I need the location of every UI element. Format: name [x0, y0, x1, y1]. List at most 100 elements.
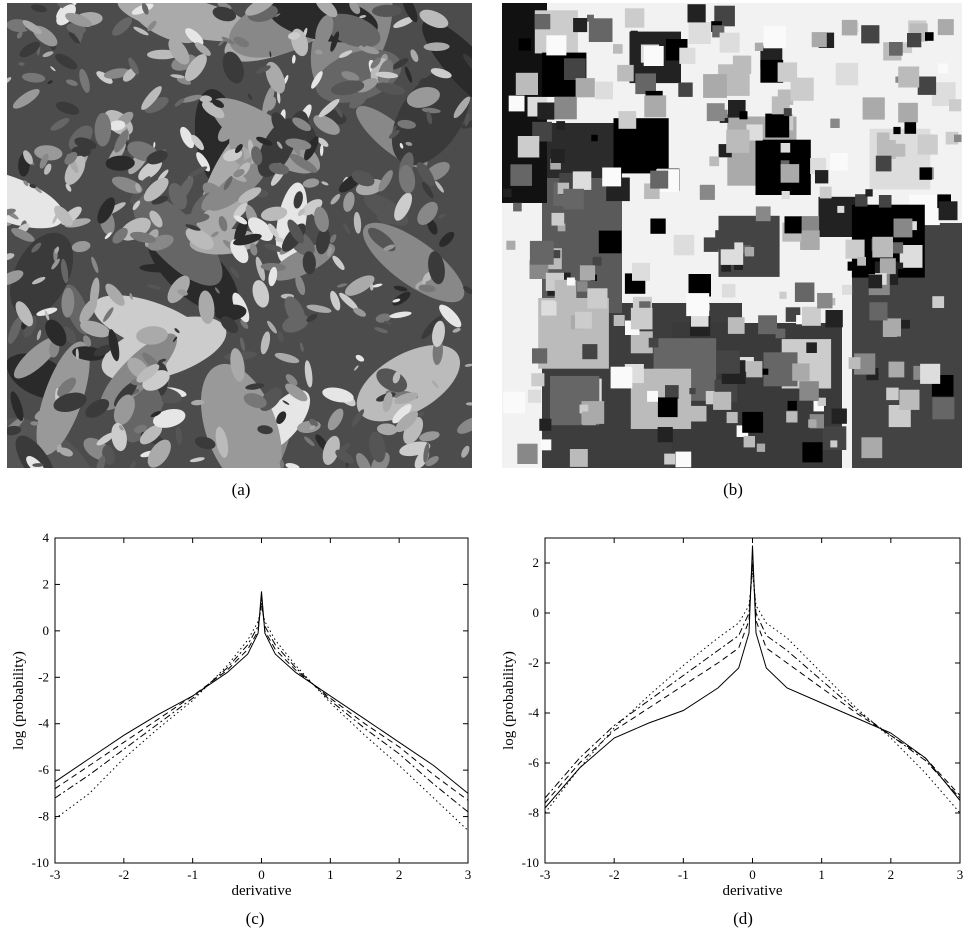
y-axis-label: log (probability) [501, 651, 517, 750]
leaf-shape [282, 400, 290, 405]
leaf-shape [370, 57, 381, 69]
square-shape [564, 58, 586, 80]
leaf-shape [79, 68, 90, 93]
square-shape [726, 412, 738, 424]
y-tick-label: -2 [528, 655, 539, 670]
leaf-shape [23, 150, 33, 165]
square-shape [847, 261, 857, 271]
leaf-shape [256, 65, 271, 74]
square-shape [527, 389, 542, 403]
square-shape [513, 202, 522, 212]
square-shape [917, 134, 938, 155]
x-tick-label: -2 [118, 867, 129, 882]
square-shape [539, 418, 552, 431]
square-shape [508, 95, 525, 112]
leaf-shape [221, 36, 235, 45]
leaf-shape [401, 3, 418, 23]
square-shape [920, 363, 941, 384]
leaf-shape [336, 283, 348, 288]
square-shape [721, 262, 731, 272]
square-shape [630, 307, 653, 330]
square-shape [575, 311, 592, 329]
leaf-shape [268, 266, 278, 287]
leaf-shape [427, 218, 438, 235]
leaf-shape [344, 275, 375, 296]
square-shape [848, 357, 861, 369]
leaf-shape [295, 274, 306, 296]
leaf-shape [395, 411, 419, 433]
leaf-shape [147, 20, 157, 32]
leaf-shape [315, 227, 330, 255]
caption-c: (c) [245, 909, 265, 928]
y-tick-label: -8 [528, 805, 539, 820]
square-shape [643, 46, 664, 66]
leaf-shape [96, 71, 113, 84]
leaf-shape [351, 170, 375, 187]
leaf-shape [405, 141, 413, 146]
leaf-shape [368, 431, 386, 463]
leaf-shape [374, 327, 388, 334]
leaf-shape [393, 16, 415, 28]
leaf-shape [392, 371, 401, 384]
square-shape [775, 328, 786, 339]
leaf-shape [275, 13, 281, 17]
leaf-shape [139, 264, 173, 273]
leaf-shape [304, 360, 313, 388]
square-shape [755, 206, 771, 222]
y-tick-label: 2 [533, 555, 540, 570]
square-shape [780, 164, 800, 183]
leaf-shape [97, 197, 115, 224]
square-shape [868, 274, 883, 289]
leaf-shape [53, 392, 87, 413]
square-shape [671, 371, 682, 381]
square-shape [541, 300, 557, 316]
square-shape [837, 205, 845, 213]
leaf-shape [322, 387, 354, 403]
leaf-shape [461, 119, 472, 129]
square-shape [765, 113, 790, 138]
leaf-shape [104, 232, 112, 240]
leaf-shape [11, 227, 35, 242]
square-shape [551, 212, 565, 226]
leaf-shape [285, 138, 312, 150]
square-shape [760, 59, 784, 83]
leaf-shape [343, 191, 355, 212]
leaf-shape [146, 150, 168, 165]
leaf-shape [29, 183, 37, 189]
leaf-shape [394, 192, 413, 221]
square-shape [557, 223, 566, 232]
square-shape [746, 124, 763, 141]
leaf-shape [194, 42, 211, 56]
square-shape [742, 411, 764, 433]
leaf-shape [118, 425, 124, 431]
leaf-shape [108, 329, 120, 362]
square-shape [716, 350, 740, 374]
leaf-shape [16, 31, 23, 39]
texture-image-b [502, 3, 962, 468]
leaf-shape [7, 253, 15, 261]
leaf-shape [418, 284, 436, 293]
square-shape [787, 400, 797, 411]
leaf-shape [309, 418, 319, 427]
square-shape [781, 191, 790, 200]
plot-frame [544, 537, 961, 864]
leaf-shape [218, 215, 228, 232]
series-line-dashdot [54, 602, 469, 813]
leaf-shape [185, 224, 201, 231]
leaf-shape [7, 425, 22, 436]
leaf-shape [439, 304, 462, 328]
square-shape [799, 381, 819, 401]
square-shape [901, 319, 910, 329]
square-shape [529, 260, 549, 279]
leaf-shape [335, 106, 343, 118]
square-shape [630, 30, 638, 38]
leaf-shape [394, 392, 419, 405]
leaf-shape [191, 134, 204, 151]
square-shape [687, 4, 706, 23]
leaf-shape [141, 86, 162, 110]
square-shape [892, 242, 904, 254]
leaf-shape [464, 363, 472, 367]
square-shape [719, 109, 728, 118]
square-shape [794, 282, 815, 302]
leaf-shape [319, 144, 324, 157]
